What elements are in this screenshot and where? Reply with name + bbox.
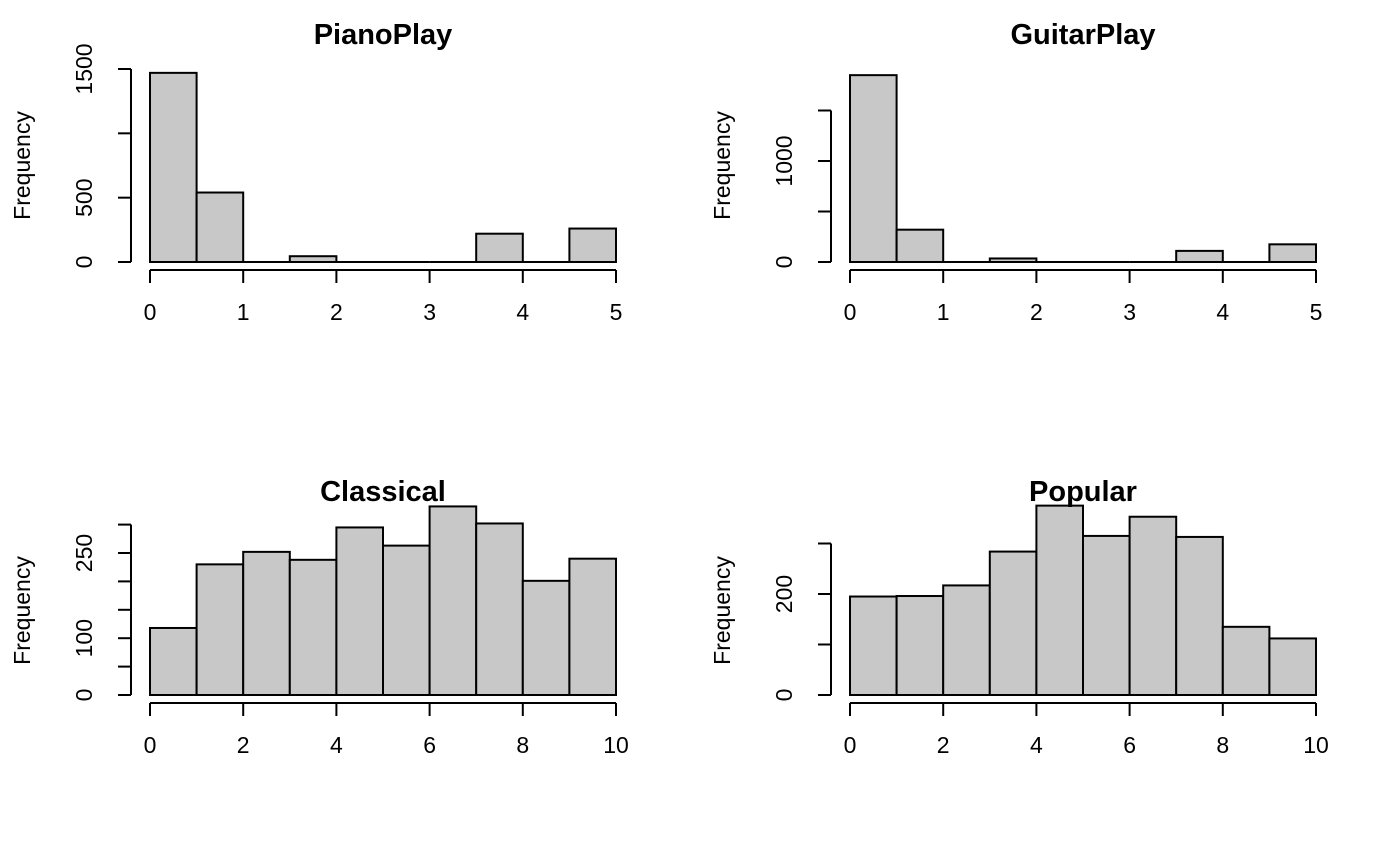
y-tick-label: 0 bbox=[771, 256, 797, 269]
histogram-bar bbox=[1221, 625, 1271, 697]
x-tick-label: 2 bbox=[937, 732, 950, 758]
panel-title: Classical bbox=[320, 476, 446, 508]
x-tick-label: 0 bbox=[844, 299, 857, 325]
histogram-bar bbox=[242, 550, 291, 697]
panel-title: PianoPlay bbox=[314, 19, 453, 51]
histogram-bar bbox=[195, 191, 245, 264]
histogram-bar bbox=[1175, 535, 1224, 696]
y-tick-label: 100 bbox=[71, 619, 97, 657]
x-tick-label: 2 bbox=[330, 299, 343, 325]
y-axis-label: Frequency bbox=[9, 111, 35, 220]
x-tick-label: 6 bbox=[423, 732, 436, 758]
histogram-bar bbox=[1268, 637, 1318, 697]
x-tick-label: 4 bbox=[1216, 299, 1229, 325]
panel-popular: 0 2 4 6 8 10 0 200 Frequency Popular bbox=[709, 476, 1329, 758]
histogram-bar bbox=[895, 228, 945, 263]
panel-guitarplay: 0 1 2 3 4 5 0 1000 Frequency GuitarPlay bbox=[709, 19, 1322, 325]
panel-title: Popular bbox=[1029, 476, 1137, 508]
x-tick-label: 2 bbox=[237, 732, 250, 758]
x-tick-label: 8 bbox=[1216, 732, 1229, 758]
histogram-bar bbox=[521, 579, 571, 696]
x-tick-label: 5 bbox=[610, 299, 623, 325]
histogram-bar bbox=[988, 257, 1038, 263]
histogram-bar bbox=[288, 558, 338, 696]
histogram-bar bbox=[149, 71, 198, 263]
y-tick-label: 1500 bbox=[71, 43, 97, 94]
x-tick-label: 8 bbox=[516, 732, 529, 758]
y-axis-label: Frequency bbox=[709, 111, 735, 220]
histogram-bar bbox=[1268, 243, 1318, 263]
histogram-bar bbox=[382, 544, 431, 697]
y-tick-label: 0 bbox=[71, 689, 97, 702]
histogram-bar bbox=[988, 550, 1038, 697]
histogram-bar bbox=[568, 557, 618, 696]
y-axis-label: Frequency bbox=[709, 556, 735, 665]
y-tick-label: 0 bbox=[71, 256, 97, 269]
x-tick-label: 10 bbox=[603, 732, 629, 758]
x-tick-label: 4 bbox=[330, 732, 343, 758]
y-tick-label: 250 bbox=[71, 534, 97, 572]
x-tick-label: 4 bbox=[516, 299, 529, 325]
x-tick-label: 5 bbox=[1310, 299, 1323, 325]
x-tick-label: 0 bbox=[844, 732, 857, 758]
y-axis-label: Frequency bbox=[9, 556, 35, 665]
histogram-bar bbox=[849, 595, 898, 697]
histogram-bar bbox=[568, 227, 618, 263]
x-tick-label: 6 bbox=[1123, 732, 1136, 758]
histogram-bar bbox=[849, 74, 898, 264]
x-tick-label: 0 bbox=[144, 299, 157, 325]
histogram-bar bbox=[335, 526, 384, 696]
histogram-bar bbox=[1035, 504, 1085, 696]
histogram-bar bbox=[428, 505, 478, 697]
x-tick-label: 3 bbox=[423, 299, 436, 325]
y-tick-label: 200 bbox=[771, 575, 797, 613]
histogram-bar bbox=[1175, 249, 1224, 263]
histogram-bar bbox=[475, 522, 524, 696]
y-tick-label: 1000 bbox=[771, 135, 797, 186]
x-tick-label: 4 bbox=[1030, 732, 1043, 758]
histogram-bar bbox=[1082, 534, 1131, 696]
y-tick-label: 0 bbox=[771, 689, 797, 702]
panel-title: GuitarPlay bbox=[1010, 19, 1155, 51]
y-tick-label: 500 bbox=[71, 178, 97, 216]
x-tick-label: 2 bbox=[1030, 299, 1043, 325]
x-tick-label: 0 bbox=[144, 732, 157, 758]
panel-pianoplay: 0 1 2 3 4 5 0 500 1500 Frequency PianoPlay bbox=[9, 19, 622, 325]
x-tick-label: 1 bbox=[237, 299, 250, 325]
histogram-bar bbox=[942, 584, 991, 696]
histogram-bar bbox=[1128, 515, 1178, 696]
histogram-bar bbox=[895, 595, 945, 697]
x-tick-label: 10 bbox=[1303, 732, 1329, 758]
x-tick-label: 3 bbox=[1123, 299, 1136, 325]
histogram-bar bbox=[195, 563, 245, 696]
histogram-bar bbox=[475, 232, 524, 263]
x-tick-label: 1 bbox=[937, 299, 950, 325]
histogram-bar bbox=[288, 255, 338, 263]
histogram-bar bbox=[149, 626, 198, 697]
